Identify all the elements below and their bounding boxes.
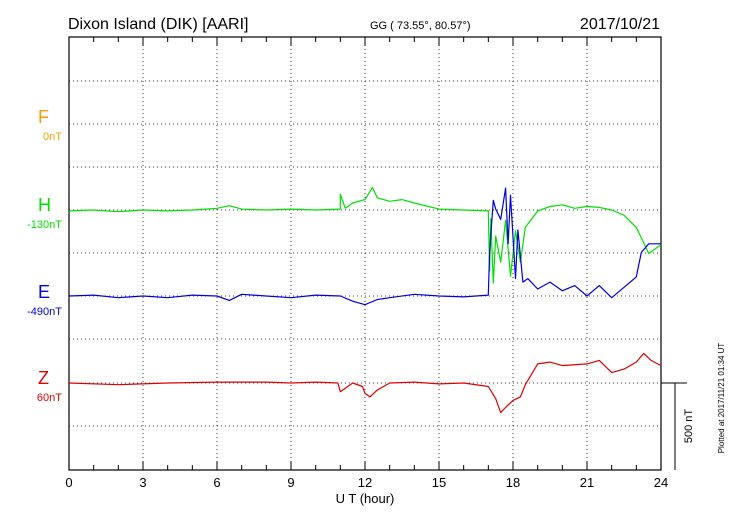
baseline-label-Z: 60nT	[37, 392, 62, 404]
chart-date: 2017/10/21	[580, 16, 660, 33]
geographic-coords: GG ( 73.55°, 80.57°)	[370, 20, 471, 32]
baseline-label-E: -490nT	[27, 306, 62, 318]
station-title: Dixon Island (DIK) [AARI]	[68, 16, 249, 33]
series-line-E	[68, 187, 661, 306]
x-tick-label-18: 18	[506, 475, 520, 490]
x-tick-label-21: 21	[580, 475, 594, 490]
x-tick-label-24: 24	[654, 475, 668, 490]
x-tick-label-3: 3	[139, 475, 146, 490]
series-label-F: F	[38, 107, 49, 127]
x-tick-label-9: 9	[287, 475, 294, 490]
x-tick-label-6: 6	[213, 475, 220, 490]
plotted-at-note: Plotted at 2017/11/21 01:34 UT	[717, 343, 726, 454]
series-label-Z: Z	[38, 368, 49, 388]
grid-lines	[69, 37, 661, 470]
baseline-label-F: 0nT	[43, 131, 62, 143]
scale-bar-label: 500 nT	[683, 409, 695, 444]
x-tick-label-15: 15	[432, 475, 446, 490]
series-traces	[68, 186, 662, 414]
x-axis-label: U T (hour)	[336, 491, 395, 506]
baseline-label-H: -130nT	[27, 219, 62, 231]
series-line-H	[68, 186, 662, 284]
x-tick-label-0: 0	[65, 475, 72, 490]
series-label-H: H	[38, 195, 51, 215]
series-label-E: E	[38, 282, 50, 302]
series-line-Z	[68, 352, 662, 414]
x-axis-ticks: 0 3 6 9 12 15 18 21 24	[65, 37, 668, 490]
x-tick-label-12: 12	[358, 475, 372, 490]
